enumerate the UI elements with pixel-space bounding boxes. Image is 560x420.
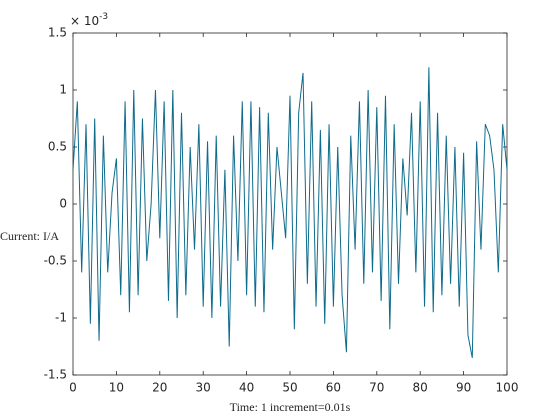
y-axis-label: Current: I/A bbox=[0, 229, 59, 243]
y-tick-label: -0.5 bbox=[44, 254, 67, 268]
x-tick-label: 90 bbox=[456, 381, 471, 395]
x-tick-label: 20 bbox=[152, 381, 167, 395]
y-tick-label: -1 bbox=[55, 311, 67, 325]
data-line bbox=[72, 67, 508, 358]
x-tick-label: 80 bbox=[413, 381, 428, 395]
y-tick-label: 1 bbox=[59, 83, 67, 97]
x-tick-label: 0 bbox=[69, 381, 77, 395]
y-tick-label: -1.5 bbox=[44, 368, 67, 382]
x-tick-label: 100 bbox=[496, 381, 519, 395]
x-tick-label: 10 bbox=[109, 381, 124, 395]
y-exponent: × 10-3 bbox=[70, 12, 108, 28]
x-tick-label: 40 bbox=[239, 381, 254, 395]
x-tick-label: 30 bbox=[196, 381, 211, 395]
y-tick-label: 0 bbox=[59, 197, 67, 211]
y-tick-label: 0.5 bbox=[48, 140, 67, 154]
x-tick-label: 50 bbox=[282, 381, 297, 395]
plot-area bbox=[72, 32, 508, 376]
y-exponent-base: × 10 bbox=[70, 14, 99, 28]
y-exponent-power: -3 bbox=[99, 12, 108, 22]
x-tick-label: 70 bbox=[369, 381, 384, 395]
x-axis-label: Time: 1 increment=0.01s bbox=[230, 400, 351, 414]
y-tick-label: 1.5 bbox=[48, 26, 67, 40]
x-tick-label: 60 bbox=[326, 381, 341, 395]
